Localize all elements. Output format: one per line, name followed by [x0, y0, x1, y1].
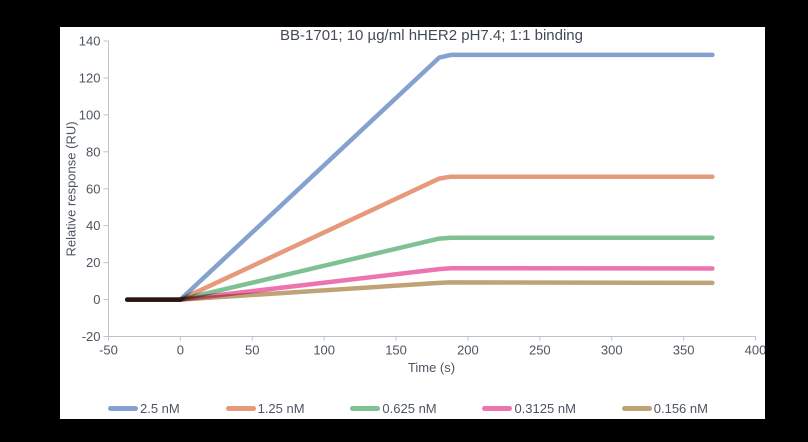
x-axis-title: Time (s)	[407, 360, 456, 375]
legend-label: 1.25 nM	[257, 401, 305, 416]
y-tick-label: 20	[86, 255, 100, 270]
legend-item: 2.5 nM	[108, 401, 180, 416]
legend-label: 0.625 nM	[382, 401, 437, 416]
y-tick-label: 120	[79, 70, 101, 85]
legend-item: 0.156 nM	[621, 401, 708, 416]
x-tick-label: 100	[313, 343, 335, 358]
x-tick-label: 400	[745, 343, 765, 358]
x-tick-label: -50	[99, 343, 118, 358]
y-tick-label: 100	[79, 107, 101, 122]
legend-item: 1.25 nM	[225, 401, 305, 416]
legend-swatch	[482, 406, 513, 411]
y-tick-label: 80	[86, 144, 100, 159]
y-tick-label: 40	[86, 218, 100, 233]
plot-area: -50 0 50 100 150 200 250 300 350 400 -20 0 20 40 60 80 1…	[79, 34, 765, 358]
x-tick-label: 50	[245, 343, 259, 358]
y-tick-label: 0	[93, 292, 100, 307]
y-tick-label: -20	[82, 329, 101, 344]
chart-title: BB-1701; 10 µg/ml hHER2 pH7.4; 1:1 bindi…	[280, 27, 583, 44]
legend-label: 0.3125 nM	[514, 401, 576, 416]
x-tick-label: 350	[673, 343, 695, 358]
legend-item: 0.625 nM	[350, 401, 437, 416]
legend: 2.5 nM 1.25 nM 0.625 nM 0.3125 nM 0.156 nM	[108, 401, 708, 416]
chart-panel: BB-1701; 10 µg/ml hHER2 pH7.4; 1:1 bindi…	[60, 27, 765, 419]
legend-swatch	[225, 406, 256, 411]
legend-swatch	[108, 406, 138, 411]
x-tick-label: 250	[529, 343, 551, 358]
legend-item: 0.3125 nM	[482, 401, 576, 416]
legend-swatch	[350, 406, 381, 411]
x-tick-label: 0	[177, 343, 184, 358]
y-tick-label: 140	[79, 34, 101, 49]
legend-label: 2.5 nM	[140, 401, 180, 416]
legend-label: 0.156 nM	[653, 401, 708, 416]
x-tick-label: 200	[457, 343, 479, 358]
series-line	[124, 280, 715, 302]
x-tick-label: 150	[385, 343, 407, 358]
legend-swatch	[621, 406, 652, 411]
y-tick-label: 60	[86, 181, 100, 196]
x-tick-label: 300	[601, 343, 623, 358]
